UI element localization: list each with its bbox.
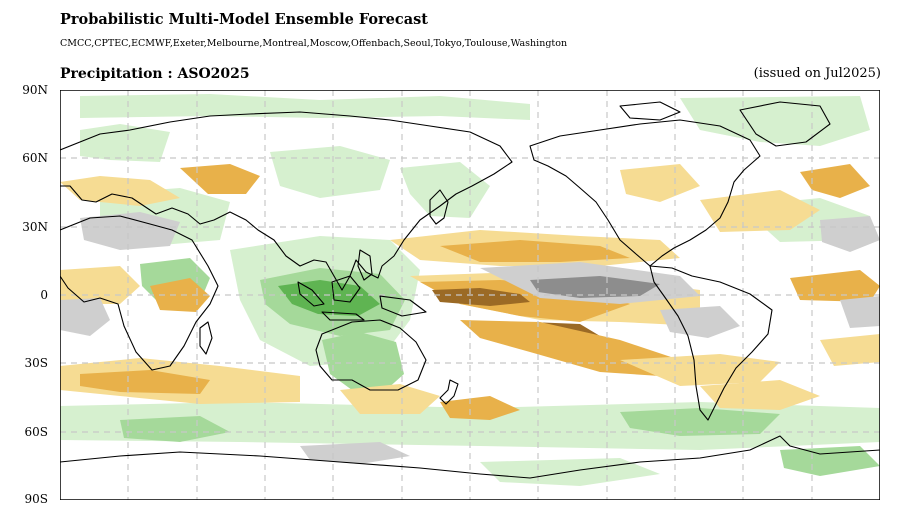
dry-region <box>620 164 700 202</box>
dry-region <box>700 190 820 232</box>
coast-arctic-islands <box>619 101 681 121</box>
dry-region <box>180 164 260 194</box>
wet-region <box>620 408 780 436</box>
coast-south-america <box>649 265 773 421</box>
normal-region <box>530 276 660 298</box>
lat-label-60s: 60S <box>24 425 49 439</box>
dry-region <box>700 380 820 410</box>
coast-java <box>321 311 365 321</box>
coast-borneo <box>331 275 361 303</box>
dry-region <box>60 176 180 206</box>
coast-new-guinea <box>379 295 427 317</box>
dry-region <box>440 396 520 420</box>
coast-sumatra <box>297 281 325 307</box>
normal-region <box>820 216 880 252</box>
wet-region <box>80 94 530 120</box>
dry-region <box>150 278 210 312</box>
dry-region <box>432 288 530 306</box>
probability-shading <box>60 94 880 486</box>
normal-region <box>840 296 880 328</box>
normal-region <box>80 212 180 250</box>
variable-season: Precipitation : ASO2025 <box>60 66 250 82</box>
coast-eurasia <box>60 111 513 291</box>
lat-label-30n: 30N <box>22 220 48 234</box>
wet-region <box>680 96 870 146</box>
coast-antarctica <box>60 435 880 479</box>
issued-date: (issued on Jul2025) <box>753 66 881 81</box>
wet-region <box>400 162 490 218</box>
wet-region <box>322 332 404 390</box>
wet-region <box>780 446 880 476</box>
map-svg <box>60 90 880 500</box>
page-title: Probabilistic Multi-Model Ensemble Forec… <box>60 11 428 28</box>
normal-region <box>60 298 110 336</box>
lat-label-90s: 90S <box>24 492 49 506</box>
wet-region <box>120 416 230 442</box>
coast-japan <box>429 189 449 225</box>
graticule <box>60 90 880 500</box>
coast-greenland <box>739 101 831 147</box>
lat-label-90n: 90N <box>22 83 48 97</box>
dry-region <box>800 164 870 198</box>
coast-australia <box>315 319 427 391</box>
normal-region <box>660 306 740 338</box>
dry-region <box>620 354 780 386</box>
forecast-map <box>60 90 880 500</box>
lat-label-eq: 0 <box>40 288 48 302</box>
normal-region <box>300 442 410 464</box>
centres-list: CMCC,CPTEC,ECMWF,Exeter,Melbourne,Montre… <box>60 38 568 49</box>
dry-region <box>340 384 440 414</box>
dry-region <box>820 334 880 366</box>
coast-africa <box>60 215 219 371</box>
dry-region <box>440 240 630 262</box>
coast-madagascar <box>199 321 213 355</box>
dry-region <box>80 370 210 394</box>
coastlines <box>60 101 880 479</box>
wet-region <box>270 146 390 198</box>
coast-new-zealand <box>439 379 459 405</box>
lat-label-60n: 60N <box>22 151 48 165</box>
wet-region <box>278 280 380 316</box>
lat-label-30s: 30S <box>24 356 49 370</box>
coast-north-america <box>529 119 761 267</box>
coast-philippines <box>357 249 373 281</box>
